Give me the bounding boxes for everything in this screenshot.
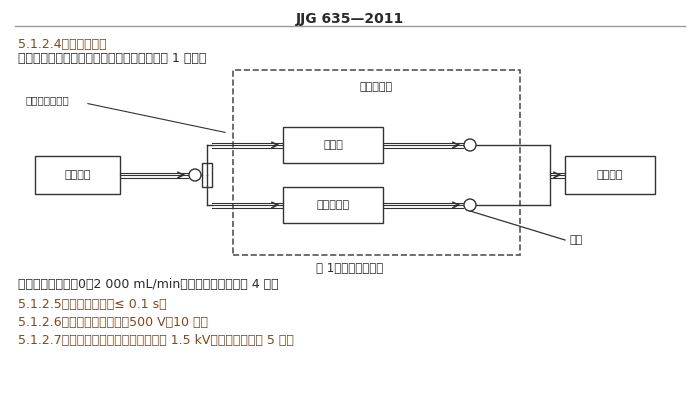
Circle shape [464, 139, 476, 151]
Bar [35, 156, 120, 194]
Text: 5.1.2.5　秒表：分辨力≤ 0.1 s。: 5.1.2.5 秒表：分辨力≤ 0.1 s。 [18, 298, 167, 311]
Text: 图 1　付器检定框图: 图 1 付器检定框图 [316, 262, 384, 275]
Bar [565, 156, 655, 194]
Text: 5.1.2.4　流量控制器: 5.1.2.4 流量控制器 [18, 38, 106, 51]
Text: 流量控制器入口: 流量控制器入口 [25, 95, 69, 105]
Circle shape [464, 199, 476, 211]
Text: 气体流量计：0～2 000 mL/min，准确度级别不低于 4 级。: 气体流量计：0～2 000 mL/min，准确度级别不低于 4 级。 [18, 278, 279, 291]
Text: 流量控制器: 流量控制器 [360, 82, 393, 92]
Text: 5.1.2.7　绣缘强度测试仪：电压不低于 1.5 kV，准确度级别为 5 级。: 5.1.2.7 绣缘强度测试仪：电压不低于 1.5 kV，准确度级别为 5 级。 [18, 334, 294, 347]
Text: 旁通流量计: 旁通流量计 [316, 200, 349, 210]
Bar [283, 187, 383, 223]
Circle shape [189, 169, 201, 181]
Text: 流量计: 流量计 [323, 140, 343, 150]
Bar [283, 127, 383, 163]
Text: 被检仪器: 被检仪器 [596, 170, 623, 180]
Text: 放空: 放空 [569, 235, 582, 245]
Bar [202, 163, 212, 187]
Text: 5.1.2.6　绣缘电阔测试仪：500 V，10 级。: 5.1.2.6 绣缘电阔测试仪：500 V，10 级。 [18, 316, 208, 329]
Bar [233, 70, 520, 255]
Text: 标准气体: 标准气体 [64, 170, 91, 180]
Text: 流量控制器由两个气体流量计组成。如图 1 所示。: 流量控制器由两个气体流量计组成。如图 1 所示。 [18, 52, 206, 65]
Text: JJG 635—2011: JJG 635—2011 [296, 12, 404, 26]
